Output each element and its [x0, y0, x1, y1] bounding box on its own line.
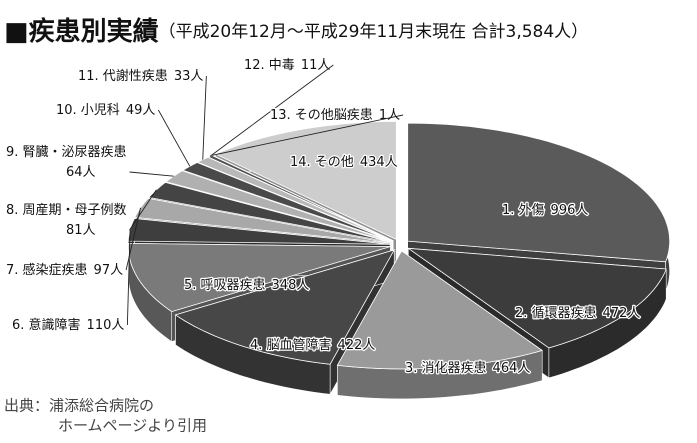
leader-line	[125, 207, 142, 271]
value-label: 11人	[301, 58, 331, 73]
leader-line	[202, 75, 207, 160]
category-label: 1. 外傷	[502, 203, 545, 218]
leader-line	[129, 189, 157, 231]
data-label: 4. 脳血管障害 422人	[250, 337, 375, 353]
leader-line	[212, 114, 404, 156]
value-label: 472人	[603, 306, 641, 321]
category-label: 7. 感染症疾患	[6, 262, 88, 278]
value-label: 422人	[338, 338, 376, 353]
category-label: 5. 呼吸器疾患	[184, 278, 266, 293]
leader-line	[126, 229, 131, 326]
slice	[134, 197, 391, 244]
data-label: 5. 呼吸器疾患 348人	[184, 278, 309, 293]
leader-line	[129, 171, 174, 177]
chart-subtitle: （平成20年12月〜平成29年11月末現在 合計3,584人）	[159, 22, 589, 42]
data-label: 7. 感染症疾患 97人	[6, 262, 123, 278]
slice	[174, 249, 396, 365]
slice	[164, 170, 392, 243]
category-label: 11. 代謝性疾患	[78, 69, 168, 84]
slice	[406, 247, 667, 349]
slice	[147, 181, 392, 243]
category-label: 9. 腎臓・泌尿器疾患	[6, 145, 127, 160]
source-note: 出典：浦添総合病院の	[4, 397, 154, 415]
data-label: 3. 消化器疾患 464人	[405, 361, 530, 376]
data-label: 9. 腎臓・泌尿器疾患 64人	[6, 145, 127, 180]
slice	[407, 122, 671, 263]
category-label: 12. 中毒	[244, 58, 295, 73]
value-label: 996人	[551, 203, 589, 218]
chart-title: ■疾患別実績	[4, 16, 159, 47]
category-label: 2. 循環器疾患	[515, 306, 597, 321]
category-label: 13. その他脳疾患	[270, 108, 373, 123]
value-label: 110人	[87, 318, 125, 333]
value-label: 97人	[94, 263, 124, 278]
data-label: 13. その他脳疾患 1人	[270, 108, 400, 123]
data-label: 12. 中毒 11人	[244, 58, 330, 73]
data-label: 2. 循環器疾患 472人	[515, 306, 640, 321]
leader-line	[209, 64, 334, 157]
value-label: 464人	[493, 361, 531, 376]
data-label: 8. 周産期・母子例数 81人	[6, 202, 127, 238]
value-label: 348人	[272, 278, 310, 293]
category-label: 10. 小児科	[56, 103, 120, 118]
data-label: 14. その他 434人	[290, 155, 398, 170]
value-label: 1人	[379, 108, 400, 123]
category-label: 4. 脳血管障害	[250, 337, 332, 353]
data-label: 1. 外傷 996人	[502, 203, 588, 218]
value-label: 64人	[66, 165, 96, 180]
value-label: 434人	[360, 155, 398, 170]
data-label: 6. 意識障害 110人	[12, 317, 124, 333]
data-label: 10. 小児科 49人	[56, 103, 155, 118]
slice	[336, 250, 544, 370]
category-label: 3. 消化器疾患	[405, 361, 487, 376]
category-label: 14. その他	[290, 155, 354, 170]
chart-heading: ■疾患別実績（平成20年12月〜平成29年11月末現在 合計3,584人）	[4, 16, 588, 47]
slice	[127, 242, 391, 313]
category-label: 8. 周産期・母子例数	[6, 202, 127, 218]
leader-line	[157, 109, 191, 167]
data-label: 11. 代謝性疾患 33人	[78, 69, 203, 84]
value-label: 81人	[66, 223, 96, 238]
source-note: ホームページより引用	[58, 417, 207, 435]
value-label: 49人	[126, 103, 156, 118]
value-label: 33人	[174, 69, 204, 84]
category-label: 6. 意識障害	[12, 317, 81, 333]
